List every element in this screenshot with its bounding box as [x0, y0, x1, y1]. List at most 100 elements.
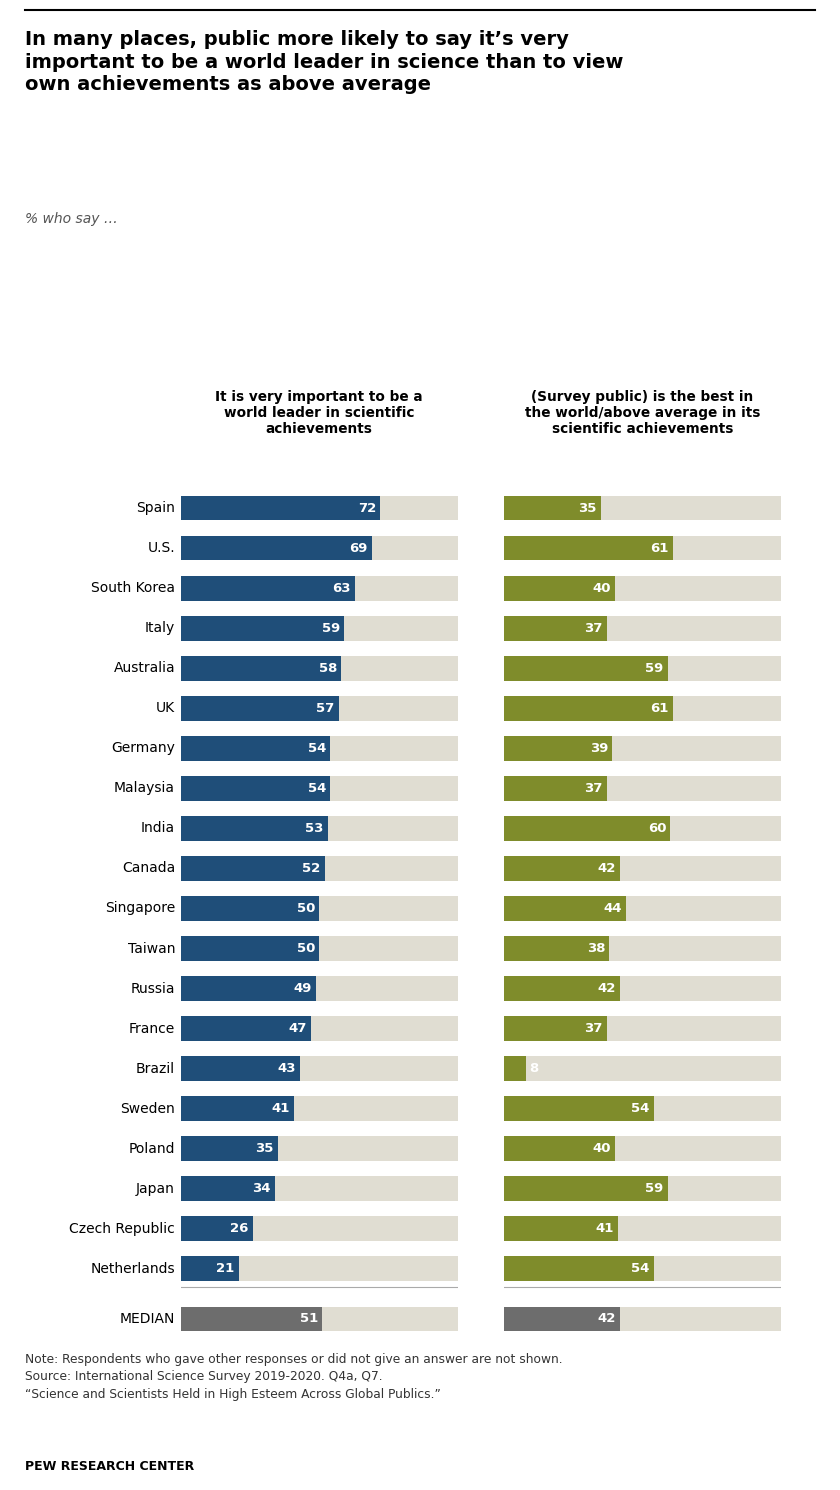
- Bar: [181, 1056, 300, 1082]
- Bar: [504, 1307, 781, 1332]
- Text: 53: 53: [305, 822, 323, 834]
- Bar: [181, 736, 458, 761]
- Text: PEW RESEARCH CENTER: PEW RESEARCH CENTER: [25, 1460, 194, 1474]
- Text: India: India: [141, 821, 175, 836]
- Bar: [504, 895, 781, 921]
- Text: 61: 61: [650, 541, 669, 554]
- Bar: [504, 535, 673, 560]
- Bar: [181, 895, 319, 921]
- Bar: [181, 1056, 458, 1082]
- Bar: [504, 1097, 781, 1120]
- Bar: [181, 615, 344, 641]
- Bar: [181, 1256, 458, 1281]
- Bar: [504, 1177, 781, 1201]
- Bar: [504, 1056, 781, 1082]
- Text: 42: 42: [598, 1313, 617, 1326]
- Bar: [504, 535, 781, 560]
- Text: Brazil: Brazil: [136, 1062, 175, 1076]
- Text: 50: 50: [297, 942, 315, 955]
- Bar: [181, 817, 458, 840]
- Text: 43: 43: [277, 1062, 296, 1076]
- Bar: [504, 1016, 606, 1042]
- Bar: [504, 656, 781, 681]
- Text: 57: 57: [316, 702, 334, 715]
- Text: % who say …: % who say …: [25, 212, 118, 225]
- Text: 72: 72: [358, 502, 376, 514]
- Text: 42: 42: [598, 861, 617, 875]
- Bar: [504, 656, 668, 681]
- Bar: [504, 615, 606, 641]
- Text: In many places, public more likely to say it’s very
important to be a world lead: In many places, public more likely to sa…: [25, 30, 623, 94]
- Text: 26: 26: [230, 1222, 249, 1235]
- Bar: [181, 857, 458, 881]
- Text: 54: 54: [307, 782, 326, 794]
- Bar: [504, 1256, 781, 1281]
- Text: It is very important to be a
world leader in scientific
achievements: It is very important to be a world leade…: [215, 389, 423, 437]
- Text: Sweden: Sweden: [120, 1101, 175, 1116]
- Bar: [181, 1177, 275, 1201]
- Text: 49: 49: [294, 982, 312, 995]
- Text: Spain: Spain: [136, 501, 175, 516]
- Bar: [504, 976, 621, 1001]
- Bar: [504, 776, 781, 800]
- Bar: [181, 1097, 294, 1120]
- Text: Note: Respondents who gave other responses or did not give an answer are not sho: Note: Respondents who gave other respons…: [25, 1353, 563, 1401]
- Bar: [181, 736, 330, 761]
- Text: 61: 61: [650, 702, 669, 715]
- Text: France: France: [129, 1022, 175, 1036]
- Text: UK: UK: [156, 702, 175, 715]
- Bar: [181, 696, 458, 721]
- Bar: [181, 1016, 458, 1042]
- Text: Russia: Russia: [130, 982, 175, 995]
- Bar: [181, 496, 381, 520]
- Text: 41: 41: [271, 1103, 290, 1115]
- Bar: [181, 895, 458, 921]
- Text: 37: 37: [584, 1022, 602, 1036]
- Text: 8: 8: [529, 1062, 538, 1076]
- Bar: [181, 776, 330, 800]
- Text: Taiwan: Taiwan: [128, 942, 175, 955]
- Text: 44: 44: [603, 901, 622, 915]
- Bar: [181, 776, 458, 800]
- Bar: [181, 575, 355, 600]
- Text: (Survey public) is the best in
the world/above average in its
scientific achieve: (Survey public) is the best in the world…: [525, 389, 760, 437]
- Bar: [504, 1256, 654, 1281]
- Bar: [504, 895, 626, 921]
- Text: South Korea: South Korea: [91, 581, 175, 595]
- Bar: [181, 496, 458, 520]
- Bar: [504, 857, 621, 881]
- Bar: [504, 857, 781, 881]
- Bar: [181, 976, 458, 1001]
- Bar: [504, 1216, 781, 1241]
- Bar: [181, 535, 372, 560]
- Bar: [504, 736, 781, 761]
- Text: Italy: Italy: [144, 621, 175, 635]
- Bar: [181, 976, 317, 1001]
- Bar: [504, 615, 781, 641]
- Text: 63: 63: [333, 581, 351, 595]
- Bar: [504, 776, 606, 800]
- Bar: [181, 575, 458, 600]
- Text: Malaysia: Malaysia: [114, 781, 175, 796]
- Text: 51: 51: [300, 1313, 318, 1326]
- Bar: [181, 656, 458, 681]
- Text: 34: 34: [252, 1183, 270, 1195]
- Text: 52: 52: [302, 861, 321, 875]
- Text: 35: 35: [579, 502, 597, 514]
- Bar: [181, 1216, 253, 1241]
- Bar: [504, 817, 781, 840]
- Text: 54: 54: [631, 1262, 649, 1275]
- Bar: [181, 615, 458, 641]
- Bar: [504, 736, 612, 761]
- Text: 41: 41: [595, 1222, 613, 1235]
- Text: 59: 59: [322, 621, 340, 635]
- Text: 50: 50: [297, 901, 315, 915]
- Text: 54: 54: [307, 742, 326, 755]
- Text: 59: 59: [645, 1183, 664, 1195]
- Text: 37: 37: [584, 782, 602, 794]
- Text: 37: 37: [584, 621, 602, 635]
- Bar: [181, 1177, 458, 1201]
- Text: MEDIAN: MEDIAN: [119, 1313, 175, 1326]
- Bar: [504, 1307, 621, 1332]
- Bar: [181, 656, 341, 681]
